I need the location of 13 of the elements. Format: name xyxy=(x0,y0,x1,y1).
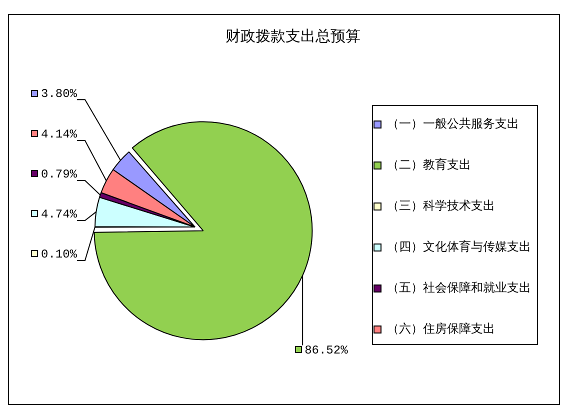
data-label: 0.79% xyxy=(40,168,78,182)
legend-label: （二）教育支出 xyxy=(387,158,471,172)
legend-label: （六）住房保障支出 xyxy=(387,322,495,336)
legend-label: （五）社会保障和就业支出 xyxy=(387,280,531,295)
legend-label: （一）一般公共服务支出 xyxy=(387,116,519,131)
data-label: 4.14% xyxy=(40,128,78,142)
legend-label: （四）文化体育与传媒支出 xyxy=(387,240,531,254)
data-label: 0.10% xyxy=(40,248,78,262)
data-label: 86.52% xyxy=(304,343,349,358)
data-label: 3.80% xyxy=(40,86,78,101)
data-label: 4.74% xyxy=(40,208,78,222)
legend-label: （三）科学技术支出 xyxy=(387,198,495,213)
chart-title: 财政拨款支出总预算 xyxy=(226,26,360,45)
